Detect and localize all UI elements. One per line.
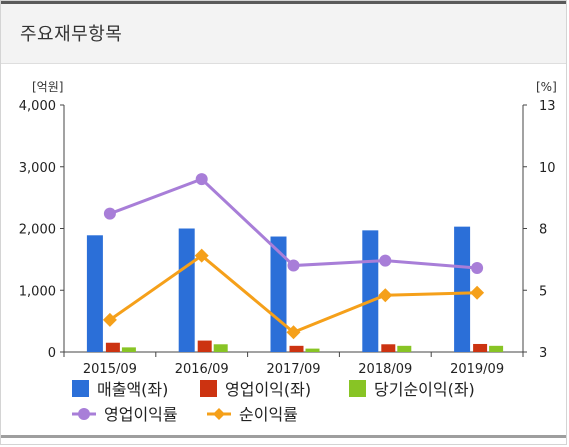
panel-header: 주요재무항목 bbox=[1, 1, 566, 64]
left-axis-tick-label: 0 bbox=[48, 346, 56, 361]
left-axis-tick-label: 4,000 bbox=[19, 99, 56, 114]
x-axis-tick-label: 2016/09 bbox=[175, 362, 229, 377]
legend-swatch bbox=[349, 380, 366, 397]
left-axis-tick-label: 1,000 bbox=[19, 284, 56, 299]
bar-3 bbox=[397, 345, 412, 352]
line-point-circle bbox=[471, 262, 484, 275]
legend-label: 영업이익(좌) bbox=[225, 380, 311, 399]
right-axis-tick-label: 3 bbox=[539, 346, 547, 361]
bar-3 bbox=[305, 348, 320, 352]
x-axis-tick-label: 2019/09 bbox=[450, 362, 504, 377]
legend-swatch bbox=[72, 380, 89, 397]
x-axis-tick-label: 2017/09 bbox=[266, 362, 320, 377]
left-axis-tick-label: 2,000 bbox=[19, 223, 56, 238]
bar-1 bbox=[270, 236, 287, 352]
bar-3 bbox=[489, 345, 504, 352]
legend-marker-circle bbox=[78, 408, 90, 420]
line-point-diamond bbox=[102, 312, 117, 327]
right-axis-tick-label: 13 bbox=[539, 99, 556, 114]
legend-swatch bbox=[200, 380, 217, 397]
legend-label: 영업이익률 bbox=[104, 405, 178, 424]
legend-label: 당기순이익(좌) bbox=[374, 380, 475, 399]
chart-labels: [억원] [%] 0 1,000 2,000 3,000 4,000 3 5 8 10 13 2015/… bbox=[19, 80, 557, 377]
bar-2 bbox=[473, 343, 488, 352]
bar-2 bbox=[197, 340, 212, 352]
line-point-diamond bbox=[378, 288, 393, 303]
line-point-diamond bbox=[470, 285, 485, 300]
legend-label: 순이익률 bbox=[239, 405, 298, 424]
line-point-diamond bbox=[194, 248, 209, 263]
bar-1 bbox=[178, 228, 195, 352]
legend-label: 매출액(좌) bbox=[97, 380, 168, 399]
chart-legend: 매출액(좌) 영업이익(좌) 당기순이익(좌) 영업이익률 순이익률 bbox=[72, 380, 475, 424]
line-point-circle bbox=[287, 259, 300, 272]
x-axis-tick-label: 2018/09 bbox=[358, 362, 412, 377]
line-point-circle bbox=[195, 173, 208, 186]
left-axis-tick-label: 3,000 bbox=[19, 161, 56, 176]
bar-3 bbox=[213, 344, 228, 352]
bar-1 bbox=[362, 230, 379, 352]
bar-1 bbox=[86, 235, 103, 352]
right-axis-tick-label: 5 bbox=[539, 284, 547, 299]
line-series-1 bbox=[109, 177, 478, 270]
header-accent-bar bbox=[1, 1, 566, 4]
bar-2 bbox=[289, 345, 304, 352]
legend-marker-diamond bbox=[213, 408, 225, 420]
bar-2 bbox=[381, 344, 396, 352]
line-point-circle bbox=[103, 207, 116, 220]
panel-title: 주요재무항목 bbox=[20, 24, 123, 45]
bar-1 bbox=[454, 226, 471, 352]
right-axis-tick-label: 10 bbox=[539, 161, 556, 176]
bar-2 bbox=[105, 342, 120, 352]
x-axis-tick-label: 2015/09 bbox=[83, 362, 137, 377]
bar-3 bbox=[121, 347, 136, 352]
bottom-rule bbox=[1, 435, 566, 438]
right-axis-unit-label: [%] bbox=[536, 80, 557, 94]
left-axis-unit-label: [억원] bbox=[32, 80, 63, 94]
line-point-diamond bbox=[286, 325, 301, 340]
line-point-circle bbox=[379, 254, 392, 267]
chart-lines bbox=[102, 173, 485, 340]
right-axis-tick-label: 8 bbox=[539, 223, 547, 238]
